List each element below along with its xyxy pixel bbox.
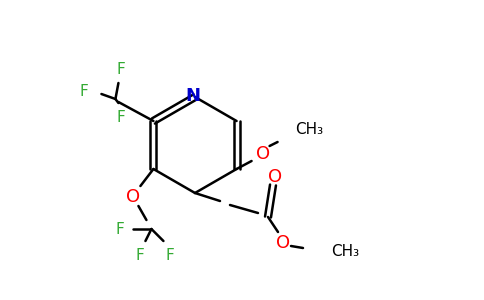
Text: F: F <box>79 83 88 98</box>
Text: F: F <box>165 248 174 262</box>
Text: F: F <box>115 221 124 236</box>
Text: CH₃: CH₃ <box>296 122 324 137</box>
Text: F: F <box>116 110 125 124</box>
Text: O: O <box>126 188 140 206</box>
Text: O: O <box>256 145 270 163</box>
Text: F: F <box>116 61 125 76</box>
Text: F: F <box>135 248 144 262</box>
Text: O: O <box>268 168 282 186</box>
Text: O: O <box>276 234 290 252</box>
Text: N: N <box>185 87 200 105</box>
Text: CH₃: CH₃ <box>331 244 359 259</box>
